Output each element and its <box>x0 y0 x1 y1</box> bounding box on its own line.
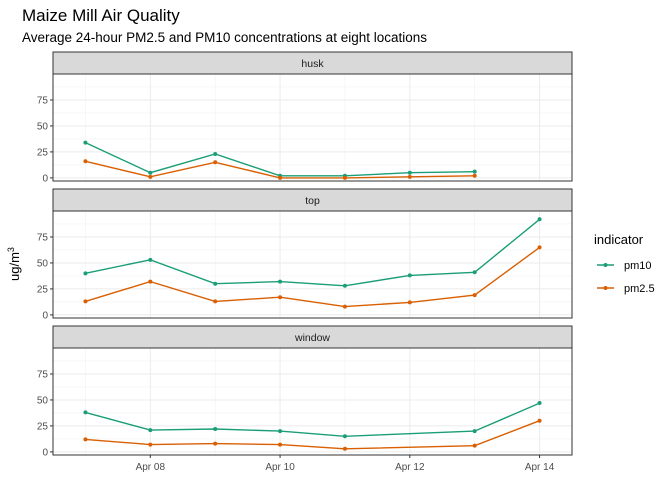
data-point <box>537 217 542 222</box>
data-point <box>472 270 477 275</box>
series-line <box>85 218 541 287</box>
panel-background <box>53 211 572 318</box>
y-tick-label: 75 <box>37 369 49 380</box>
panel-background <box>53 74 572 181</box>
legend-title: indicator <box>594 232 644 247</box>
data-point <box>148 174 153 179</box>
facet-strip-label: husk <box>301 58 324 70</box>
data-point <box>213 281 218 286</box>
y-tick-label: 50 <box>37 258 49 269</box>
y-tick-label: 0 <box>42 447 48 458</box>
data-point <box>148 257 153 262</box>
x-tick-label: Apr 10 <box>265 462 295 473</box>
y-tick-label: 75 <box>37 95 49 106</box>
facet-strip-label: window <box>294 332 330 344</box>
y-tick-label: 25 <box>37 421 49 432</box>
chart-title: Maize Mill Air Quality <box>22 6 180 25</box>
data-point <box>83 410 88 415</box>
data-point <box>148 442 153 447</box>
series-pm10 <box>83 217 542 288</box>
legend: indicator pm10 pm2.5 <box>594 232 655 295</box>
y-tick-label: 75 <box>37 232 49 243</box>
y-axis-label: ug/m3 <box>6 247 22 281</box>
data-point <box>83 437 88 442</box>
series-pm25 <box>83 418 542 451</box>
data-point <box>213 427 218 432</box>
data-point <box>472 293 477 298</box>
gridlines <box>53 74 572 181</box>
facet-strip-label: top <box>305 195 320 207</box>
y-tick-label: 50 <box>37 395 49 406</box>
facet-panel-husk: husk 0 25 50 75 <box>37 51 573 184</box>
data-point <box>342 434 347 439</box>
x-axis: Apr 08 Apr 10 Apr 12 Apr 14 <box>136 455 555 473</box>
data-point <box>472 429 477 434</box>
series-line <box>85 246 541 308</box>
data-point <box>537 401 542 406</box>
y-tick-label: 25 <box>37 284 49 295</box>
data-point <box>213 441 218 446</box>
legend-item-pm25: pm2.5 <box>597 283 655 295</box>
legend-key-point <box>603 286 608 290</box>
data-point <box>83 140 88 145</box>
data-point <box>278 279 283 284</box>
gridlines <box>53 348 572 455</box>
data-point <box>278 429 283 434</box>
facet-panel-window: window 0 25 50 75 <box>37 325 573 458</box>
data-point <box>213 160 218 165</box>
data-point <box>407 300 412 305</box>
data-point <box>342 175 347 180</box>
legend-key-point <box>603 263 608 267</box>
data-point <box>213 151 218 156</box>
y-tick-label: 25 <box>37 147 49 158</box>
data-point <box>148 428 153 433</box>
legend-item-pm10: pm10 <box>597 260 652 272</box>
data-point <box>278 175 283 180</box>
data-point <box>537 245 542 250</box>
data-point <box>83 271 88 276</box>
data-point <box>537 418 542 423</box>
data-point <box>278 295 283 300</box>
panel-border <box>52 73 573 182</box>
x-tick-label: Apr 12 <box>395 462 425 473</box>
data-point <box>83 299 88 304</box>
panel-background <box>53 348 572 455</box>
series-pm25 <box>83 245 542 309</box>
data-point <box>472 169 477 174</box>
data-point <box>278 442 283 447</box>
series-pm10 <box>83 401 542 439</box>
facet-panels: husk 0 25 50 75 top 0 25 50 75 window 0 25 50 75 <box>37 51 573 458</box>
data-point <box>407 174 412 179</box>
chart-subtitle: Average 24-hour PM2.5 and PM10 concentra… <box>22 30 427 45</box>
data-point <box>83 159 88 164</box>
series-pm25 <box>83 159 477 180</box>
legend-label: pm10 <box>624 260 652 272</box>
data-point <box>342 304 347 309</box>
data-point <box>407 170 412 175</box>
data-point <box>213 299 218 304</box>
data-point <box>472 443 477 448</box>
data-point <box>472 173 477 178</box>
panel-border <box>52 210 573 319</box>
x-tick-label: Apr 08 <box>136 462 166 473</box>
data-point <box>148 279 153 284</box>
facet-panel-top: top 0 25 50 75 <box>37 188 573 321</box>
y-tick-label: 0 <box>42 173 48 184</box>
y-axis-label-main: ug/m <box>7 252 22 281</box>
y-axis-label-superscript: 3 <box>6 247 16 252</box>
panel-border <box>52 347 573 456</box>
gridlines <box>53 211 572 318</box>
y-tick-label: 50 <box>37 121 49 132</box>
data-point <box>342 283 347 288</box>
x-tick-label: Apr 14 <box>525 462 555 473</box>
data-point <box>342 446 347 451</box>
legend-label: pm2.5 <box>624 283 655 295</box>
data-point <box>148 170 153 175</box>
y-tick-label: 0 <box>42 310 48 321</box>
data-point <box>407 273 412 278</box>
